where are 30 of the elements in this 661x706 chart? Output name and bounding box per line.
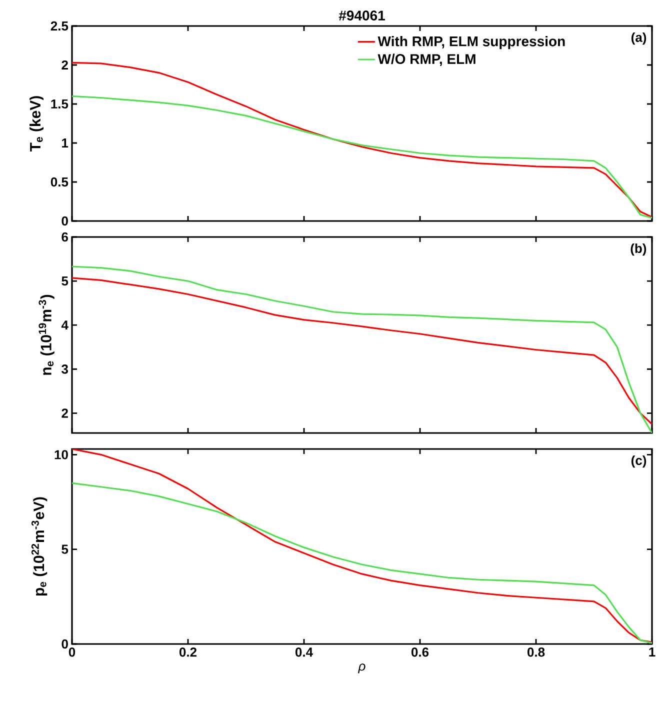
x-tick-label: 0.6 [411, 648, 429, 657]
x-tick-label: 0.4 [295, 648, 313, 657]
y-tick-label: 2 [62, 408, 68, 418]
x-tick-label: 0.8 [527, 648, 545, 657]
y-tick-label: 3 [62, 364, 68, 374]
annotation: (a) [631, 32, 646, 45]
y-tick-label: 0.5 [50, 177, 68, 187]
y-tick-label: 10 [54, 450, 68, 460]
y-axis-title: n$_{e}$ (10$^{19}$m$^{-3}$) [38, 294, 54, 375]
y-axis-title: T$_{e}$ (keV) [30, 96, 44, 152]
y-tick-label: 6 [62, 232, 68, 242]
y-tick-label: 2.5 [50, 21, 68, 31]
x-tick-label: 0 [68, 648, 76, 657]
y-tick-label: 5 [62, 276, 68, 286]
y-tick-label: 0 [62, 216, 68, 226]
x-tick-label: 1 [649, 648, 656, 656]
y-tick-label: 5 [62, 544, 68, 554]
x-axis-title: ρ [358, 664, 366, 674]
y-tick-label: 0 [62, 639, 68, 649]
y-tick-label: 1 [62, 138, 68, 148]
chart-title: #94061 [338, 10, 385, 20]
y-tick-label: 2 [62, 60, 68, 70]
y-axis-title: p$_{e}$ (10$^{22}$m$^{-3}$eV) [31, 497, 48, 596]
y-tick-label: 4 [61, 320, 68, 330]
legend-label: W/O RMP, ELM [378, 54, 476, 66]
annotation: (b) [630, 243, 646, 256]
legend-label: With RMP, ELM suppression [378, 36, 565, 50]
y-tick-label: 1.5 [51, 99, 68, 109]
x-tick-label: 0.2 [179, 648, 197, 657]
annotation: (c) [631, 455, 646, 468]
